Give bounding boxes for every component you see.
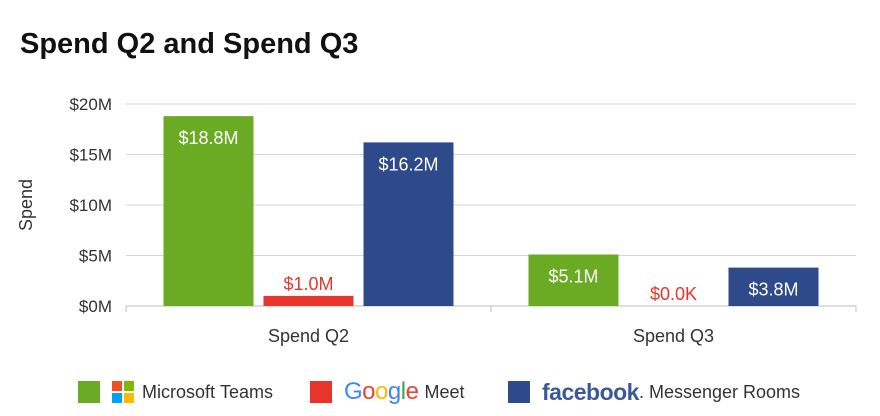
x-tick-label: Spend Q3 — [633, 326, 714, 346]
data-label: $1.0M — [283, 274, 333, 294]
google-logo-letter: l — [400, 378, 406, 405]
microsoft-logo-icon — [112, 381, 134, 403]
y-tick-label: $0M — [79, 297, 112, 316]
y-tick-label: $20M — [69, 95, 112, 114]
legend-brand-microsoft: Microsoft — [142, 381, 216, 402]
legend-swatch-microsoft-teams — [78, 381, 100, 403]
google-logo-letter: o — [375, 378, 388, 405]
bar — [363, 142, 454, 306]
bar — [263, 295, 354, 306]
legend-label-teams: Teams — [220, 381, 274, 402]
x-tick-label: Spend Q2 — [268, 326, 349, 346]
bar — [528, 254, 619, 306]
bar — [163, 116, 254, 307]
bar-chart: $0M $5M $10M $15M $20M Spend $18.8M $1.0M $16.2M… — [16, 95, 857, 346]
bar — [728, 267, 819, 306]
data-label: $0.0K — [650, 284, 697, 304]
legend-item-google-meet[interactable]: Google Meet — [310, 372, 464, 412]
legend-swatch-google-meet — [310, 381, 332, 403]
data-label: $5.1M — [548, 266, 598, 286]
legend-label-messenger-rooms: . Messenger Rooms — [638, 381, 801, 402]
google-logo-letter: g — [387, 378, 401, 405]
legend-swatch-messenger-rooms — [508, 381, 530, 403]
chart-title: Spend Q2 and Spend Q3 — [20, 28, 359, 60]
legend-item-microsoft-teams[interactable]: Microsoft Teams — [78, 372, 273, 412]
google-logo-letter: e — [405, 378, 419, 405]
facebook-logo-icon: facebook — [542, 378, 639, 405]
y-tick-label: $15M — [69, 146, 112, 165]
legend: Microsoft Teams Google Meet facebook . M… — [0, 372, 880, 412]
legend-item-messenger-rooms[interactable]: facebook . Messenger Rooms — [508, 372, 800, 412]
data-label: $18.8M — [178, 128, 238, 148]
legend-label-meet: Meet — [424, 381, 465, 402]
y-tick-label: $10M — [69, 196, 112, 215]
google-logo-icon: Google — [344, 378, 419, 406]
data-label: $3.8M — [748, 280, 798, 300]
data-label: $16.2M — [378, 154, 438, 174]
google-logo-letter: o — [362, 378, 376, 405]
y-axis-title: Spend — [16, 179, 36, 231]
y-tick-label: $5M — [79, 247, 112, 266]
google-logo-letter: G — [344, 378, 363, 405]
